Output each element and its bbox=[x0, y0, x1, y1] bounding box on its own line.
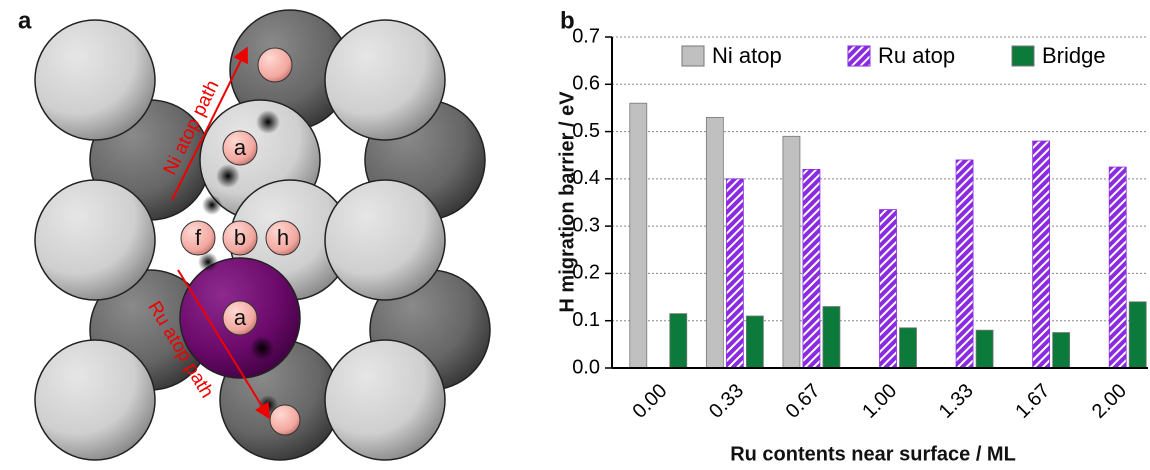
x-tick-label: 1.67 bbox=[1011, 380, 1054, 423]
panel-label: b bbox=[560, 7, 575, 34]
site-label: a bbox=[234, 135, 247, 160]
y-tick-label: 0.7 bbox=[572, 25, 600, 47]
x-axis-title: Ru contents near surface / ML bbox=[730, 443, 1016, 465]
y-axis-title: H migration barrier / eV bbox=[556, 91, 578, 313]
x-tick-label: 0.00 bbox=[628, 380, 671, 423]
bar bbox=[725, 178, 744, 369]
legend-swatch bbox=[1011, 45, 1035, 67]
panel-a bbox=[34, 9, 491, 461]
x-tick-label: 1.00 bbox=[858, 380, 901, 423]
x-tick-label: 0.67 bbox=[782, 380, 825, 423]
legend-swatch bbox=[847, 45, 871, 67]
bar bbox=[745, 315, 764, 369]
legend-label: Ru atop bbox=[878, 43, 955, 68]
site-label: h bbox=[277, 225, 289, 250]
bar bbox=[955, 159, 974, 369]
legend-swatch bbox=[681, 45, 705, 67]
x-tick-label: 2.00 bbox=[1088, 380, 1131, 423]
y-tick-label: 0.4 bbox=[572, 167, 600, 189]
bar bbox=[782, 135, 801, 369]
y-tick-label: 0.5 bbox=[572, 120, 600, 142]
site-label: f bbox=[195, 225, 202, 250]
bar bbox=[802, 168, 821, 369]
y-tick-label: 0.6 bbox=[572, 73, 600, 95]
bar bbox=[669, 313, 688, 369]
x-tick-label: 1.33 bbox=[935, 380, 978, 423]
legend-label: Bridge bbox=[1042, 43, 1106, 68]
bar bbox=[1052, 332, 1071, 369]
bar bbox=[1032, 140, 1051, 369]
x-tick-label: 0.33 bbox=[705, 380, 748, 423]
bar bbox=[1128, 301, 1147, 369]
y-tick-label: 0.0 bbox=[572, 356, 600, 378]
bar bbox=[879, 209, 897, 369]
bar bbox=[705, 116, 724, 369]
legend-label: Ni atop bbox=[712, 43, 782, 68]
site-label: b bbox=[234, 225, 246, 250]
y-tick-label: 0.1 bbox=[572, 309, 600, 331]
bar bbox=[629, 102, 648, 369]
bar bbox=[975, 329, 994, 369]
y-tick-label: 0.2 bbox=[572, 262, 600, 284]
bar bbox=[899, 327, 917, 369]
bar bbox=[822, 306, 841, 369]
panel-label: a bbox=[18, 7, 32, 34]
site-label: a bbox=[234, 305, 247, 330]
y-tick-label: 0.3 bbox=[572, 214, 600, 236]
bar bbox=[1108, 166, 1127, 369]
